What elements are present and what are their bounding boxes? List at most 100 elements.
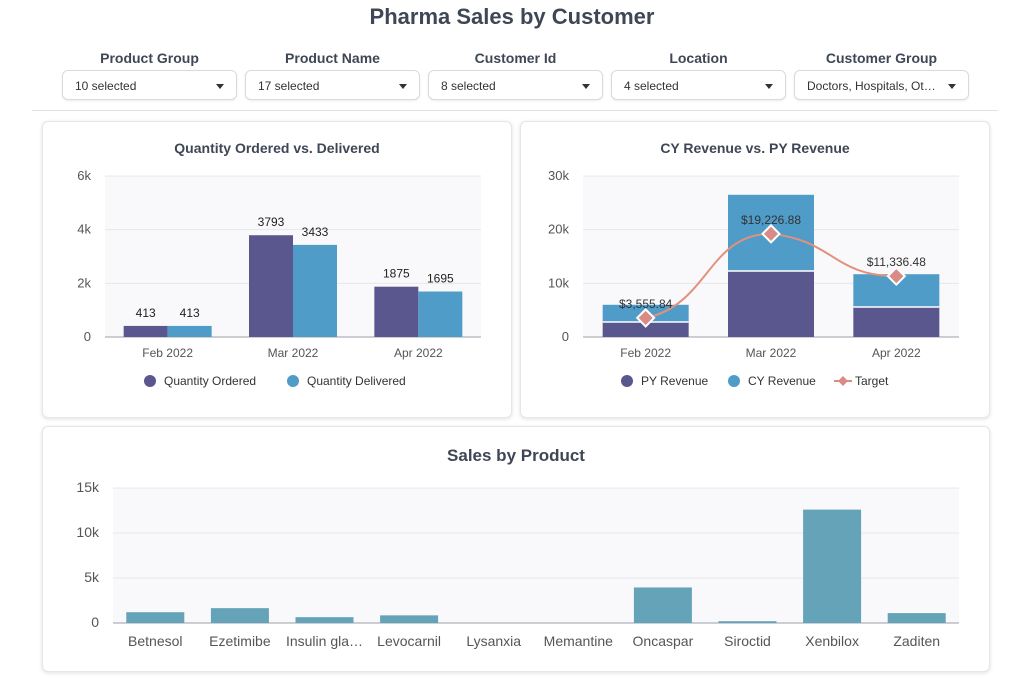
filter-customer-group: Customer Group Doctors, Hospitals, Ot… [794, 48, 969, 100]
bar [126, 612, 185, 623]
bar [853, 306, 940, 337]
y-tick-label: 0 [91, 614, 99, 630]
data-label: 3793 [258, 215, 285, 229]
x-tick-label: Xenbilox [805, 633, 859, 649]
legend-swatch [728, 375, 740, 387]
product-name-select[interactable]: 17 selected [245, 70, 420, 100]
filter-value: 17 selected [258, 79, 320, 93]
target-point [761, 223, 781, 244]
legend-swatch [144, 375, 156, 387]
filter-label: Location [669, 50, 728, 66]
caret-down-icon [582, 84, 590, 89]
bar [718, 621, 777, 623]
x-tick-label: Levocarnil [377, 633, 441, 649]
quantity-chart-card: Quantity Ordered vs. Delivered 0 2k 4k 6k 413… [42, 121, 512, 418]
x-tick-label: Feb 2022 [620, 346, 671, 360]
y-tick-label: 2k [77, 275, 91, 290]
bar [803, 509, 862, 623]
bar [210, 608, 269, 623]
data-label: 1695 [427, 272, 454, 286]
bar [728, 270, 814, 337]
caret-down-icon [948, 84, 956, 89]
data-label: $3,555.84 [619, 297, 673, 311]
customer-group-select[interactable]: Doctors, Hospitals, Ot… [794, 70, 969, 100]
x-tick-label: Insulin gla… [286, 633, 363, 649]
legend-swatch [838, 376, 848, 386]
y-tick-label: 5k [84, 569, 100, 585]
product-chart: Sales by Product 0 5k 10k 15k Betnesol Ezetimi… [76, 446, 959, 649]
legend-label: Quantity Delivered [307, 374, 406, 388]
bar [380, 615, 439, 623]
y-tick-label: 20k [548, 222, 569, 237]
filter-location: Location 4 selected [611, 48, 786, 100]
y-tick-label: 15k [76, 479, 100, 495]
data-label: 3433 [302, 225, 329, 239]
data-label: 413 [136, 306, 156, 320]
bar [167, 325, 212, 337]
x-tick-label: Siroctid [724, 633, 771, 649]
bar [123, 325, 168, 337]
filter-label: Product Group [100, 50, 199, 66]
caret-down-icon [765, 84, 773, 89]
product-chart-card: Sales by Product 0 5k 10k 15k Betnesol Ezetimi… [42, 426, 990, 672]
page-title: Pharma Sales by Customer [369, 4, 655, 29]
filter-label: Product Name [285, 50, 380, 66]
y-tick-label: 4k [77, 222, 91, 237]
filter-customer-id: Customer Id 8 selected [428, 48, 603, 100]
y-tick-label: 30k [548, 168, 569, 183]
revenue-chart-card: CY Revenue vs. PY Revenue 0 10k 20k 30k Feb 2… [520, 121, 990, 418]
filter-value: 10 selected [75, 79, 137, 93]
product-group-select[interactable]: 10 selected [62, 70, 237, 100]
y-tick-label: 0 [84, 329, 91, 344]
caret-down-icon [399, 84, 407, 89]
data-label: 1875 [383, 267, 410, 281]
location-select[interactable]: 4 selected [611, 70, 786, 100]
chart-title: Sales by Product [447, 446, 585, 465]
filter-bar: Product Group 10 selected Product Name 1… [62, 48, 972, 104]
target-point [635, 308, 656, 328]
x-tick-label: Zaditen [893, 633, 940, 649]
caret-down-icon [216, 84, 224, 89]
data-label: 413 [180, 306, 200, 320]
y-tick-label: 10k [548, 275, 569, 290]
filter-product-name: Product Name 17 selected [245, 48, 420, 100]
legend-swatch [621, 375, 633, 387]
x-tick-label: Mar 2022 [746, 346, 797, 360]
divider [32, 110, 998, 111]
chart-title: CY Revenue vs. PY Revenue [660, 140, 850, 156]
legend-label: PY Revenue [641, 374, 708, 388]
quantity-chart: Quantity Ordered vs. Delivered 0 2k 4k 6k 413… [77, 140, 481, 388]
filter-value: Doctors, Hospitals, Ot… [807, 79, 936, 93]
legend-swatch [287, 375, 299, 387]
filter-value: 4 selected [624, 79, 679, 93]
bar [249, 235, 293, 337]
bar [418, 291, 463, 337]
target-point [886, 266, 907, 287]
legend-label: CY Revenue [748, 374, 816, 388]
revenue-chart: CY Revenue vs. PY Revenue 0 10k 20k 30k Feb 2… [548, 140, 959, 388]
x-tick-label: Ezetimibe [209, 633, 271, 649]
bar [887, 613, 946, 623]
chart-title: Quantity Ordered vs. Delivered [174, 140, 379, 156]
data-label: $11,336.48 [867, 255, 926, 269]
x-tick-label: Lysanxia [466, 633, 521, 649]
data-label: $19,226.88 [741, 213, 801, 227]
x-tick-label: Betnesol [128, 633, 182, 649]
legend-label: Quantity Ordered [164, 374, 256, 388]
customer-id-select[interactable]: 8 selected [428, 70, 603, 100]
x-tick-label: Apr 2022 [394, 346, 443, 360]
filter-value: 8 selected [441, 79, 496, 93]
bar [293, 244, 337, 337]
x-tick-label: Apr 2022 [872, 346, 921, 360]
filter-product-group: Product Group 10 selected [62, 48, 237, 100]
x-tick-label: Memantine [544, 633, 613, 649]
bar [633, 587, 692, 623]
bar [295, 617, 354, 623]
x-tick-label: Feb 2022 [142, 346, 193, 360]
bar [374, 286, 419, 337]
legend-label: Target [855, 374, 889, 388]
x-tick-label: Oncaspar [633, 633, 694, 649]
filter-label: Customer Id [474, 50, 557, 66]
y-tick-label: 0 [562, 329, 569, 344]
filter-label: Customer Group [825, 50, 938, 66]
